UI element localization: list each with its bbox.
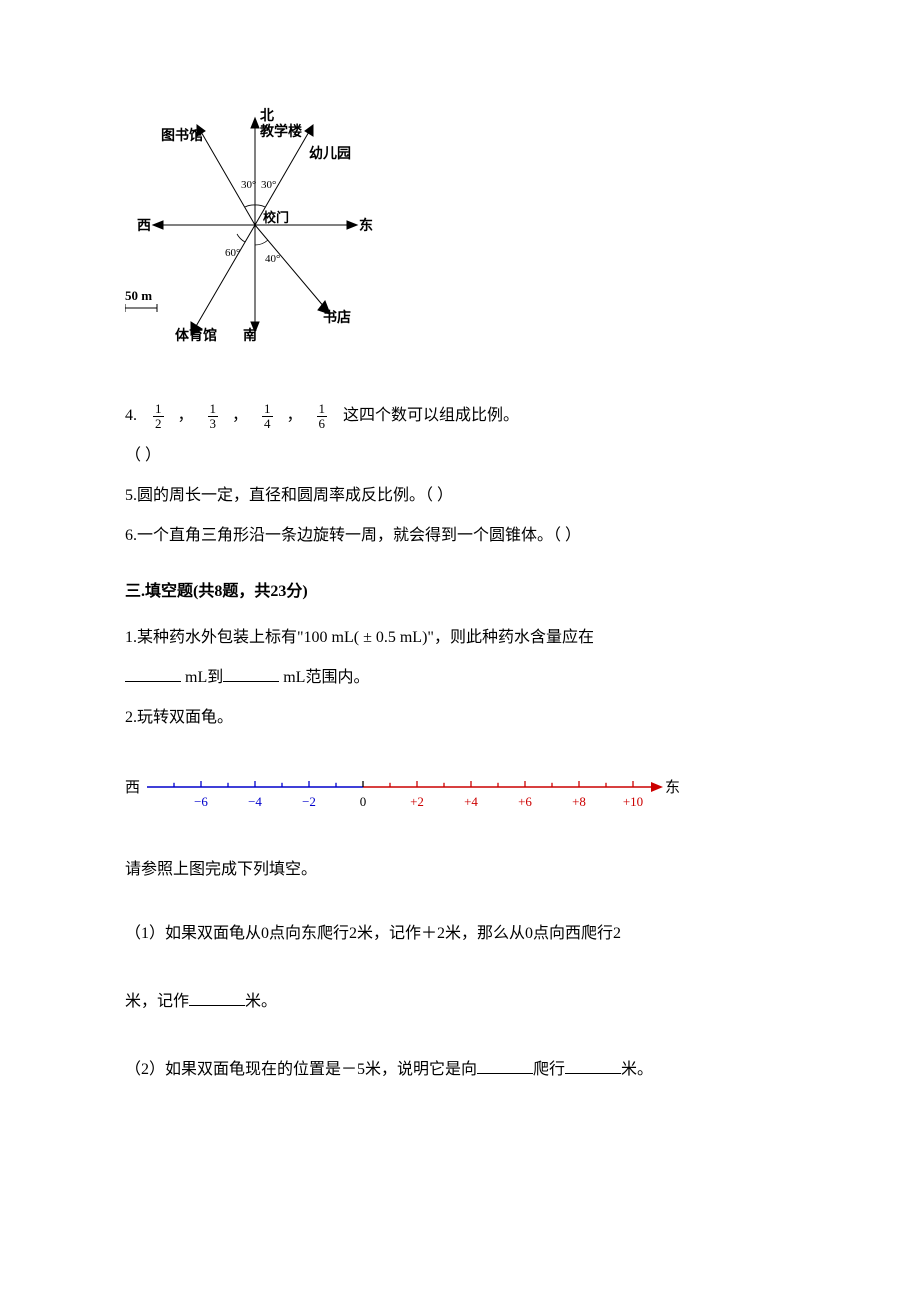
q4-paren: （ ） [125, 447, 161, 464]
section-3-heading: 三.填空题(共8题，共23分) [125, 580, 795, 604]
q6-text: 6.一个直角三角形沿一条边旋转一周，就会得到一个圆锥体。（ ） [125, 527, 581, 544]
blank [565, 1058, 621, 1074]
numberline-tick-label: +10 [623, 794, 643, 809]
label-north: 北 [260, 108, 274, 124]
blank [477, 1058, 533, 1074]
question-4: 4. 1 2 ， 1 3 ， 1 4 ， 1 6 这四个数可以组成比例。 [125, 400, 795, 432]
q4-frac-2: 1 3 [208, 402, 219, 432]
label-teaching-building: 教学楼 [260, 123, 302, 140]
label-library: 图书馆 [161, 127, 203, 144]
frac-den: 6 [317, 417, 328, 431]
fill-q2-sub1-b: 米，记作 [125, 993, 189, 1010]
fill-q2-sub2-a: （2）如果双面龟现在的位置是－5米，说明它是向 [125, 1061, 477, 1078]
label-west: 西 [137, 218, 151, 234]
blank [189, 990, 245, 1006]
fill-q1-line1a: 1.某种药水外包装上标有"100 mL( ± 0.5 mL)"，则此种药水含量应… [125, 629, 594, 646]
q4-prefix: 4. [125, 407, 137, 424]
q4-frac-1: 1 2 [153, 402, 164, 432]
q4-frac-3: 1 4 [262, 402, 273, 432]
numberline-tick-label: +6 [518, 794, 532, 809]
question-6: 6.一个直角三角形沿一条边旋转一周，就会得到一个圆锥体。（ ） [125, 520, 795, 552]
numberline-east-label: 东 [665, 779, 680, 796]
frac-den: 3 [208, 417, 219, 431]
numberline-tick-label: 0 [360, 794, 367, 809]
fill-q1-line2: mL到 mL范围内。 [125, 662, 795, 694]
blank [223, 666, 279, 682]
question-4-paren: （ ） [125, 440, 795, 472]
numberline-tick-label: +8 [572, 794, 586, 809]
label-kindergarten: 幼儿园 [309, 145, 351, 162]
fill-q2-sub1-a: （1）如果双面龟从0点向东爬行2米，记作＋2米，那么从0点向西爬行2 [125, 925, 621, 942]
frac-num: 1 [208, 402, 219, 417]
label-bookstore: 书店 [323, 309, 351, 326]
angle-ne30: 30° [261, 179, 276, 191]
numberline-block: 西 东 −6 −4 −2 0 +2 +4 +6 +8 +10 [125, 770, 795, 828]
question-5: 5.圆的周长一定，直径和圆周率成反比例。（ ） [125, 480, 795, 512]
frac-den: 2 [153, 417, 164, 431]
q4-frac-4: 1 6 [317, 402, 328, 432]
numberline-svg: 西 东 −6 −4 −2 0 +2 +4 +6 +8 +10 [125, 770, 685, 820]
fill-q2-title: 2.玩转双面龟。 [125, 702, 795, 734]
label-gym: 体育馆 [175, 327, 217, 344]
blank [125, 666, 181, 682]
comma-2: ， [226, 400, 254, 432]
numberline-west-label: 西 [125, 780, 140, 796]
q5-text: 5.圆的周长一定，直径和圆周率成反比例。（ ） [125, 487, 453, 504]
compass-svg: 30° 30° 60° 40° 北 教学楼 幼儿园 东 书店 南 体育馆 西 校… [125, 100, 385, 360]
numberline-tick-label: −4 [248, 794, 262, 809]
numberline-tick-label: +4 [464, 794, 478, 809]
numberline-tick-label: −2 [302, 794, 316, 809]
frac-num: 1 [153, 402, 164, 417]
fill-q2-sub1-c: 米。 [245, 993, 277, 1010]
frac-den: 4 [262, 417, 273, 431]
comma-1: ， [172, 400, 200, 432]
compass-diagram: 30° 30° 60° 40° 北 教学楼 幼儿园 东 书店 南 体育馆 西 校… [125, 100, 385, 360]
fill-q2-sub2-c: 米。 [621, 1061, 653, 1078]
label-school-gate: 校门 [263, 210, 289, 225]
numberline-tick-label: −6 [194, 794, 208, 809]
angle-nw30: 30° [241, 179, 256, 191]
fill-q2-prompt: 请参照上图完成下列填空。 [125, 858, 795, 882]
fill-q1-line2a: mL到 [181, 669, 223, 686]
frac-num: 1 [317, 402, 328, 417]
fill-q1-line2b: mL范围内。 [279, 669, 369, 686]
compass-diagram-block: 30° 30° 60° 40° 北 教学楼 幼儿园 东 书店 南 体育馆 西 校… [125, 100, 795, 360]
fill-q2-sub2: （2）如果双面龟现在的位置是－5米，说明它是向 爬行 米。 [125, 1054, 795, 1086]
fill-q2-sub2-b: 爬行 [533, 1061, 565, 1078]
frac-num: 1 [262, 402, 273, 417]
fill-q2-sub1-line1: （1）如果双面龟从0点向东爬行2米，记作＋2米，那么从0点向西爬行2 [125, 918, 795, 950]
scale-label: 50 m [125, 288, 152, 303]
fill-q2-sub1-line2: 米，记作 米。 [125, 986, 795, 1018]
numberline-tick-label: +2 [410, 794, 424, 809]
label-south: 南 [243, 327, 257, 344]
angle-sw60: 60° [225, 247, 240, 259]
angle-se40: 40° [265, 253, 280, 265]
label-east: 东 [359, 217, 373, 234]
comma-3: ， [281, 400, 309, 432]
q4-suffix: 这四个数可以组成比例。 [343, 407, 519, 424]
fill-q1-line1: 1.某种药水外包装上标有"100 mL( ± 0.5 mL)"，则此种药水含量应… [125, 622, 795, 654]
